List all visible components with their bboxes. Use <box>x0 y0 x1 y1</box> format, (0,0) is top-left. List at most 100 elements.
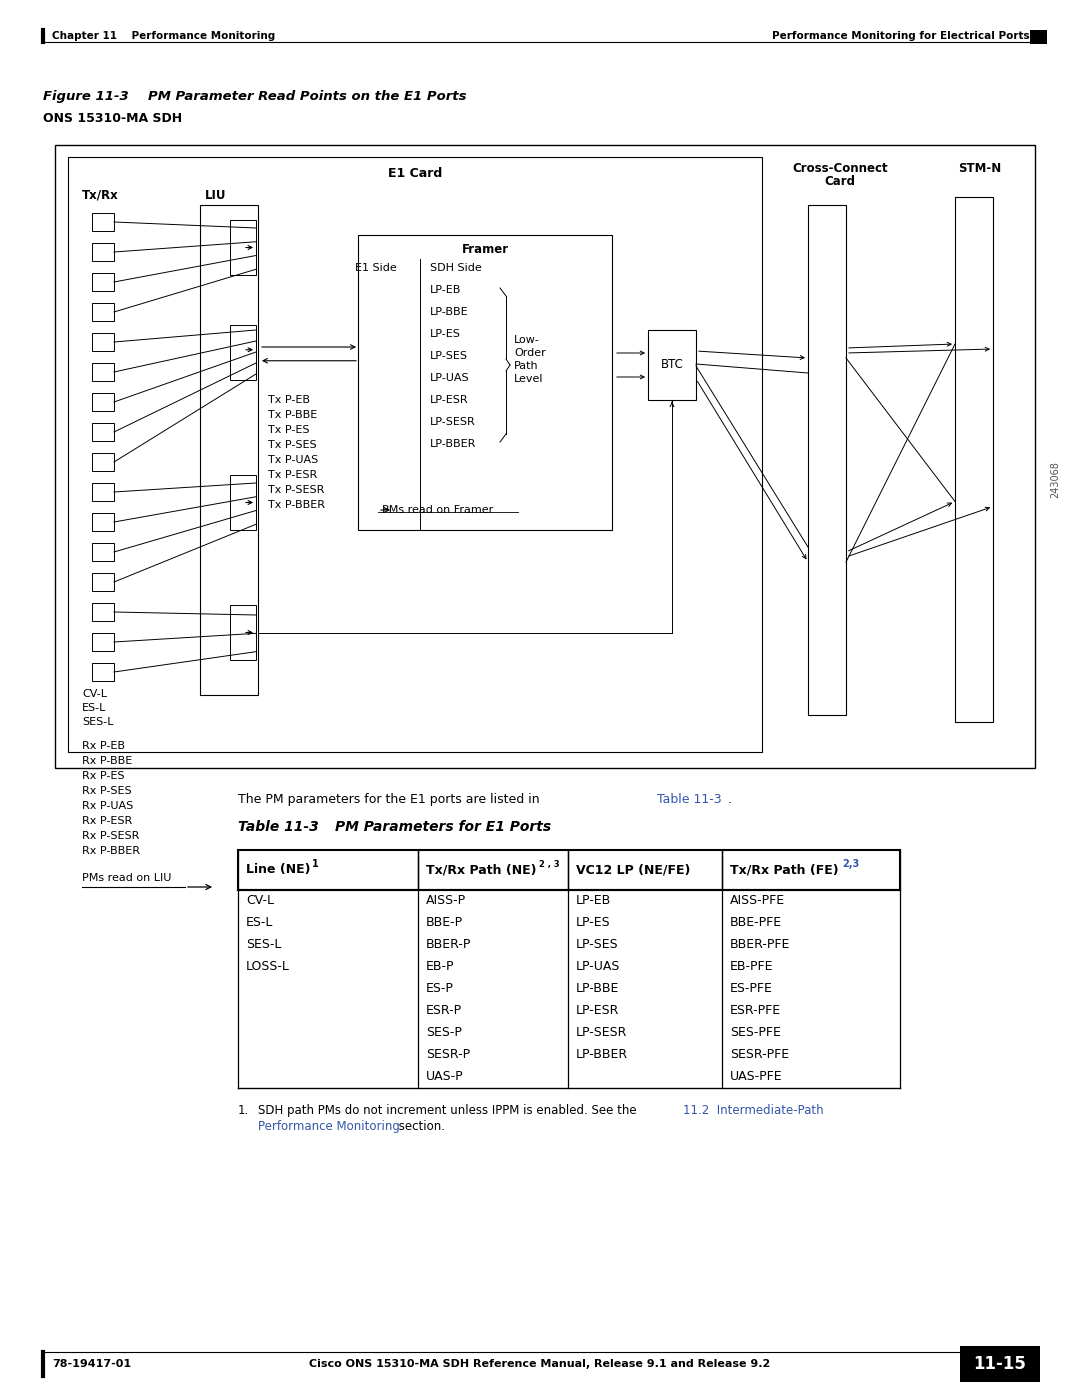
Text: Path: Path <box>514 360 539 372</box>
Text: BBE-P: BBE-P <box>426 916 463 929</box>
Bar <box>808 205 846 715</box>
Text: CV-L: CV-L <box>82 689 107 698</box>
Text: 1: 1 <box>312 859 319 869</box>
Text: Tx P-SESR: Tx P-SESR <box>268 485 324 495</box>
Text: Tx P-SES: Tx P-SES <box>268 440 316 450</box>
Text: Card: Card <box>824 175 855 189</box>
Text: AISS-PFE: AISS-PFE <box>730 894 785 908</box>
Bar <box>68 156 762 752</box>
Text: CV-L: CV-L <box>246 894 274 908</box>
Bar <box>92 272 114 291</box>
Text: PMs read on LIU: PMs read on LIU <box>82 873 172 883</box>
Text: ES-P: ES-P <box>426 982 454 996</box>
Text: STM-N: STM-N <box>958 162 1001 175</box>
Bar <box>230 475 256 529</box>
Text: EB-PFE: EB-PFE <box>730 961 773 974</box>
Text: Line (NE): Line (NE) <box>246 863 311 876</box>
Text: Rx P-EB: Rx P-EB <box>82 740 125 752</box>
Text: 2 , 3: 2 , 3 <box>539 859 559 869</box>
Text: Rx P-ESR: Rx P-ESR <box>82 816 132 826</box>
Text: Rx P-BBER: Rx P-BBER <box>82 847 140 856</box>
Text: 11.2  Intermediate-Path: 11.2 Intermediate-Path <box>683 1104 824 1118</box>
Text: ES-PFE: ES-PFE <box>730 982 773 996</box>
Bar <box>92 573 114 591</box>
Text: Table 11-3: Table 11-3 <box>657 793 721 806</box>
Text: LP-UAS: LP-UAS <box>576 961 620 974</box>
Text: section.: section. <box>395 1120 445 1133</box>
Text: Tx/Rx: Tx/Rx <box>82 189 119 203</box>
Bar <box>92 543 114 562</box>
Text: Cross-Connect: Cross-Connect <box>793 162 888 175</box>
Bar <box>230 219 256 275</box>
Bar <box>238 849 900 890</box>
Text: SDH path PMs do not increment unless IPPM is enabled. See the: SDH path PMs do not increment unless IPP… <box>258 1104 640 1118</box>
Text: ES-L: ES-L <box>82 703 106 712</box>
Text: 78-19417-01: 78-19417-01 <box>52 1359 131 1369</box>
Text: PM Parameters for E1 Ports: PM Parameters for E1 Ports <box>335 820 551 834</box>
Text: LP-ES: LP-ES <box>430 330 461 339</box>
Text: Performance Monitoring: Performance Monitoring <box>258 1120 400 1133</box>
Text: Tx P-BBE: Tx P-BBE <box>268 409 318 420</box>
Text: SESR-P: SESR-P <box>426 1049 470 1062</box>
Bar <box>92 212 114 231</box>
Text: LP-ESR: LP-ESR <box>576 1004 619 1017</box>
Text: LP-SESR: LP-SESR <box>576 1027 627 1039</box>
Text: LOSS-L: LOSS-L <box>246 961 289 974</box>
Text: VC12 LP (NE/FE): VC12 LP (NE/FE) <box>576 863 690 876</box>
Bar <box>92 483 114 502</box>
Text: 2,3: 2,3 <box>842 859 860 869</box>
Bar <box>955 197 993 722</box>
Text: Cisco ONS 15310-MA SDH Reference Manual, Release 9.1 and Release 9.2: Cisco ONS 15310-MA SDH Reference Manual,… <box>309 1359 771 1369</box>
Text: Tx P-BBER: Tx P-BBER <box>268 500 325 510</box>
Text: Level: Level <box>514 374 543 384</box>
Text: Chapter 11    Performance Monitoring: Chapter 11 Performance Monitoring <box>52 31 275 41</box>
Text: Tx P-UAS: Tx P-UAS <box>268 455 319 465</box>
Text: Tx P-ES: Tx P-ES <box>268 425 310 434</box>
Text: Rx P-SES: Rx P-SES <box>82 787 132 796</box>
Text: E1 Side: E1 Side <box>355 263 396 272</box>
Text: LP-BBER: LP-BBER <box>576 1049 629 1062</box>
Text: LP-SESR: LP-SESR <box>430 416 476 427</box>
Text: ONS 15310-MA SDH: ONS 15310-MA SDH <box>43 112 183 124</box>
Bar <box>92 332 114 351</box>
Text: Tx P-EB: Tx P-EB <box>268 395 310 405</box>
Text: LP-BBE: LP-BBE <box>430 307 469 317</box>
Text: SES-P: SES-P <box>426 1027 462 1039</box>
Text: LP-SES: LP-SES <box>576 939 619 951</box>
Text: BTC: BTC <box>661 359 684 372</box>
Bar <box>1030 29 1047 43</box>
Text: EB-P: EB-P <box>426 961 455 974</box>
Bar <box>648 330 696 400</box>
Bar <box>230 326 256 380</box>
Text: BBE-PFE: BBE-PFE <box>730 916 782 929</box>
Text: ESR-P: ESR-P <box>426 1004 462 1017</box>
Text: Rx P-BBE: Rx P-BBE <box>82 756 132 766</box>
Text: Table 11-3: Table 11-3 <box>238 820 319 834</box>
Text: LIU: LIU <box>205 189 227 203</box>
Text: Order: Order <box>514 348 545 358</box>
Bar <box>92 363 114 381</box>
Bar <box>92 604 114 622</box>
Text: AISS-P: AISS-P <box>426 894 467 908</box>
Text: Figure 11-3: Figure 11-3 <box>43 89 129 103</box>
Bar <box>92 513 114 531</box>
Bar <box>230 605 256 659</box>
Text: UAS-PFE: UAS-PFE <box>730 1070 783 1084</box>
Text: The PM parameters for the E1 ports are listed in: The PM parameters for the E1 ports are l… <box>238 793 543 806</box>
Text: Rx P-UAS: Rx P-UAS <box>82 800 133 812</box>
Text: Rx P-SESR: Rx P-SESR <box>82 831 139 841</box>
Text: SES-L: SES-L <box>82 717 113 726</box>
Text: UAS-P: UAS-P <box>426 1070 463 1084</box>
Bar <box>960 1345 1040 1382</box>
Bar <box>92 303 114 321</box>
Text: LP-ESR: LP-ESR <box>430 395 469 405</box>
Text: SESR-PFE: SESR-PFE <box>730 1049 789 1062</box>
Text: PM Parameter Read Points on the E1 Ports: PM Parameter Read Points on the E1 Ports <box>148 89 467 103</box>
Text: Tx/Rx Path (NE): Tx/Rx Path (NE) <box>426 863 537 876</box>
Text: Framer: Framer <box>461 243 509 256</box>
Bar <box>92 633 114 651</box>
Text: SES-PFE: SES-PFE <box>730 1027 781 1039</box>
Bar <box>92 453 114 471</box>
Text: ES-L: ES-L <box>246 916 273 929</box>
Text: E1 Card: E1 Card <box>388 168 442 180</box>
